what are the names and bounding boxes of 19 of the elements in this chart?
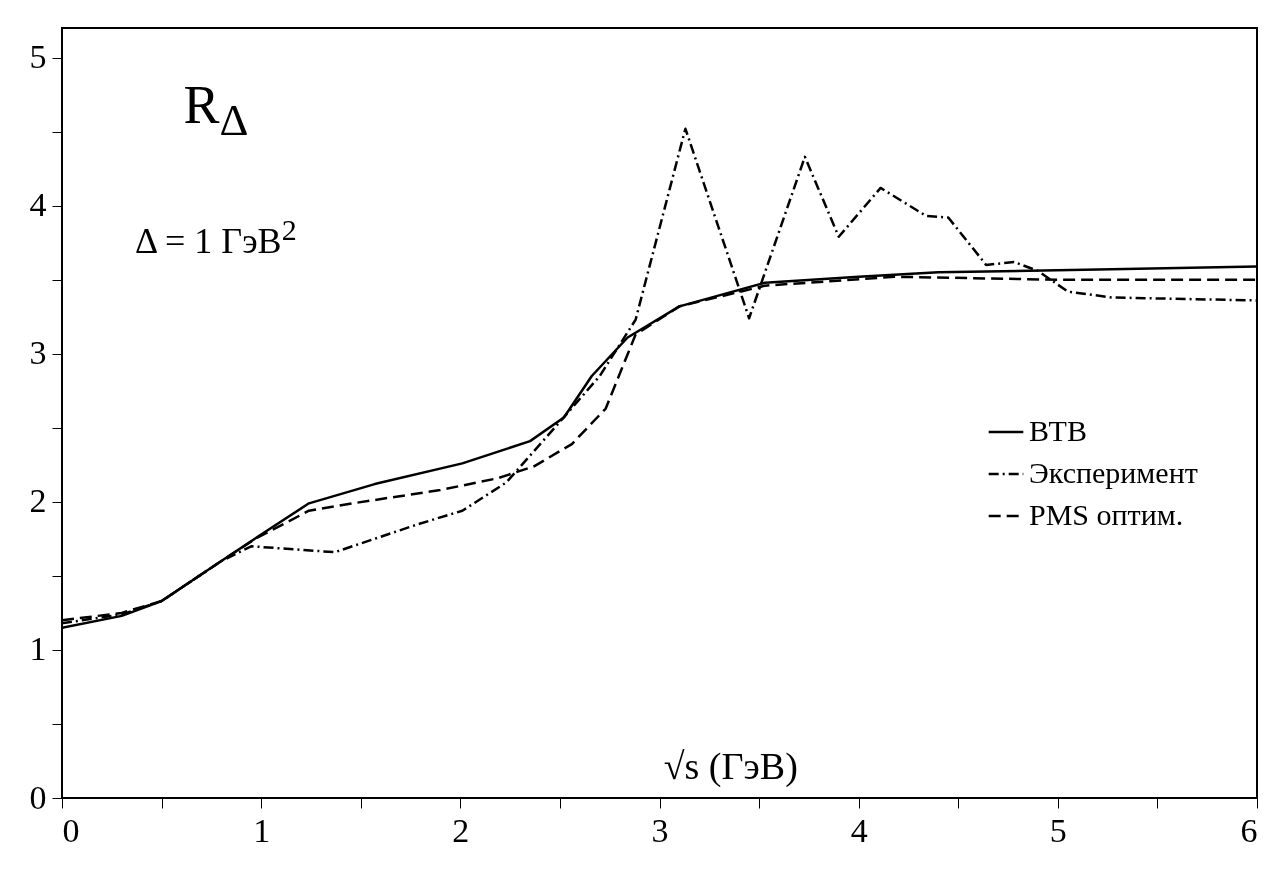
legend-label: ВТВ (1029, 414, 1087, 447)
legend-label: PMS оптим. (1029, 498, 1184, 531)
x-tick-label: 2 (452, 811, 470, 849)
y-tick-label: 4 (29, 186, 47, 224)
y-tick-label: 2 (29, 482, 47, 520)
x-axis-title: √s (ГэВ) (663, 744, 798, 788)
y-tick-label: 3 (29, 334, 47, 372)
y-tick-label: 1 (29, 630, 47, 668)
x-tick-label: 0 (62, 811, 80, 849)
annotation: R$_{Δ}$ (183, 74, 249, 146)
x-tick-label: 3 (651, 811, 669, 849)
y-tick-label: 0 (29, 778, 47, 816)
y-tick-label: 5 (29, 38, 47, 76)
legend-label: Эксперимент (1029, 456, 1198, 489)
x-tick-label: 4 (850, 811, 868, 849)
x-tick-label: 1 (253, 811, 271, 849)
annotation: Δ = 1 ГэВ$^{2}$ (134, 212, 297, 262)
x-tick-label: 5 (1049, 811, 1067, 849)
x-tick-label: 6 (1240, 811, 1258, 849)
